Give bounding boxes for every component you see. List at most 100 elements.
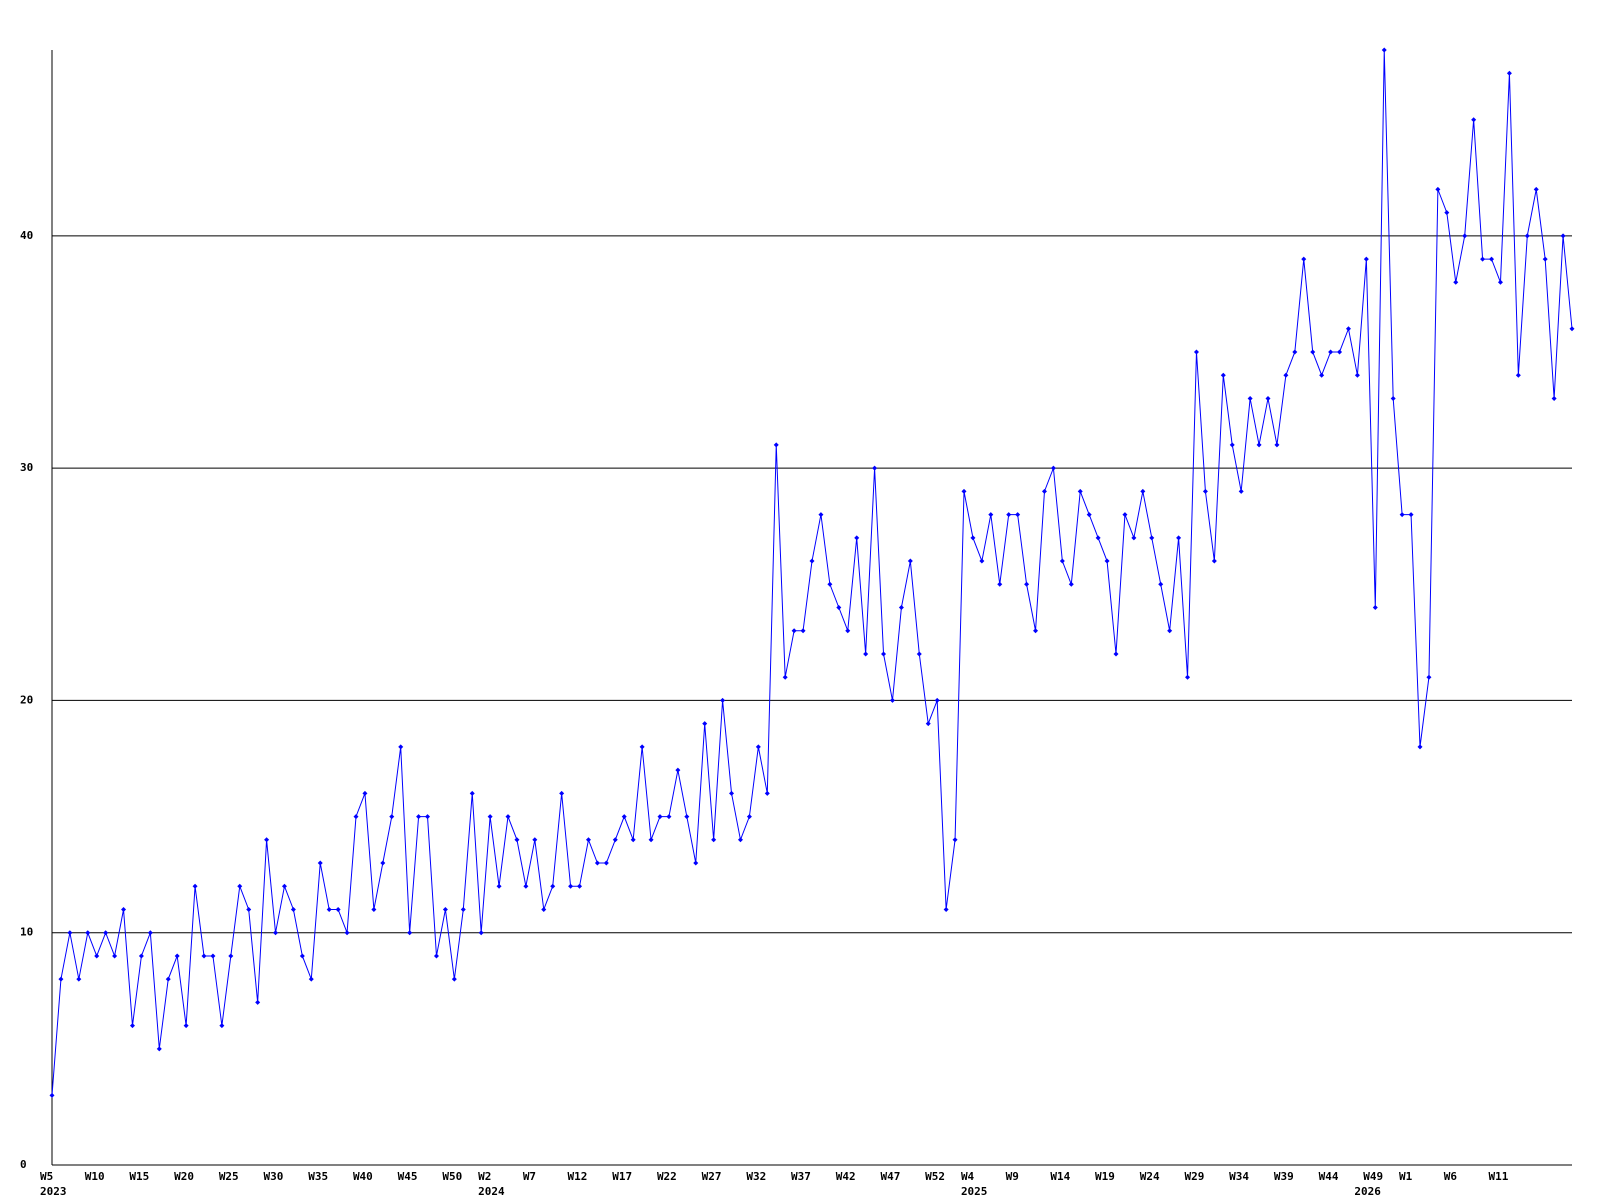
data-point: [916, 651, 922, 657]
x-tick-label: W5: [40, 1170, 53, 1183]
data-point: [1542, 256, 1548, 262]
data-point: [1122, 512, 1128, 518]
data-point: [407, 930, 413, 936]
data-point: [174, 953, 180, 959]
data-point: [603, 860, 609, 866]
data-point: [1426, 674, 1432, 680]
x-tick-label: W15: [129, 1170, 149, 1183]
data-point: [1515, 372, 1521, 378]
data-point: [1560, 233, 1566, 239]
data-point: [147, 930, 153, 936]
x-tick-label: W1: [1399, 1170, 1413, 1183]
x-tick-label: W52: [925, 1170, 945, 1183]
data-point: [666, 814, 672, 820]
data-point: [76, 976, 82, 982]
data-point: [1292, 349, 1298, 355]
y-tick-label: 10: [20, 926, 33, 939]
data-point: [1363, 256, 1369, 262]
data-point: [979, 558, 985, 564]
data-point: [1247, 395, 1253, 401]
data-point: [85, 930, 91, 936]
data-point: [165, 976, 171, 982]
x-tick-label: W19: [1095, 1170, 1115, 1183]
data-point: [782, 674, 788, 680]
data-point: [836, 605, 842, 610]
x-tick-label: W30: [264, 1170, 284, 1183]
data-point: [541, 906, 547, 912]
data-point: [129, 1023, 135, 1029]
data-point: [1086, 512, 1092, 518]
data-point: [1059, 558, 1065, 564]
data-point: [398, 744, 404, 750]
data-point: [183, 1023, 189, 1029]
data-point: [425, 814, 431, 820]
data-point: [1480, 256, 1486, 262]
data-point: [621, 814, 627, 820]
data-point: [764, 790, 770, 796]
x-tick-label: W42: [836, 1170, 856, 1183]
x-tick-label: W7: [523, 1170, 536, 1183]
data-point: [1068, 581, 1074, 587]
data-point: [889, 697, 895, 703]
data-point: [1095, 535, 1101, 541]
data-point: [308, 976, 314, 982]
data-point: [657, 814, 663, 820]
data-point: [577, 883, 583, 889]
data-point: [94, 953, 100, 959]
data-point: [210, 953, 216, 959]
data-point: [675, 767, 681, 773]
data-point: [1417, 744, 1423, 750]
data-point: [630, 837, 636, 843]
data-point: [1131, 535, 1137, 541]
data-point: [1444, 210, 1450, 216]
x-year-label: 2023: [40, 1185, 67, 1198]
y-tick-label: 20: [20, 693, 33, 706]
y-tick-label: 0: [20, 1158, 27, 1171]
data-point: [1202, 488, 1208, 494]
x-tick-label: W35: [308, 1170, 328, 1183]
x-tick-label: W27: [702, 1170, 722, 1183]
data-point: [58, 976, 64, 982]
data-point: [273, 930, 279, 936]
data-point: [496, 883, 502, 889]
data-point: [1283, 372, 1289, 378]
x-tick-label: W45: [398, 1170, 418, 1183]
data-point: [1489, 256, 1495, 262]
data-point: [201, 953, 207, 959]
data-point: [1033, 628, 1039, 634]
data-point: [559, 790, 565, 796]
data-point: [970, 535, 976, 541]
data-point: [594, 860, 600, 866]
data-point: [684, 814, 690, 820]
x-tick-label: W32: [746, 1170, 766, 1183]
data-point: [898, 605, 904, 610]
data-point: [1310, 349, 1316, 355]
x-tick-label: W29: [1184, 1170, 1204, 1183]
x-year-label: 2025: [961, 1185, 988, 1198]
data-point: [442, 906, 448, 912]
data-point: [702, 721, 708, 727]
data-point: [1140, 488, 1146, 494]
data-point: [1149, 535, 1155, 541]
x-tick-label: W20: [174, 1170, 194, 1183]
data-point: [1471, 117, 1477, 123]
data-point: [791, 628, 797, 634]
data-point: [523, 883, 529, 889]
x-tick-label: W47: [880, 1170, 900, 1183]
data-point: [1453, 279, 1459, 285]
data-point: [353, 814, 359, 820]
data-point: [612, 837, 618, 843]
data-point: [693, 860, 699, 866]
data-point: [1345, 326, 1351, 332]
data-point: [335, 906, 341, 912]
data-point: [568, 883, 574, 889]
x-tick-label: W4: [961, 1170, 975, 1183]
data-point: [854, 535, 860, 541]
data-line: [51, 49, 1573, 1096]
data-point: [934, 697, 940, 703]
x-tick-label: W50: [442, 1170, 462, 1183]
x-tick-label: W2: [478, 1170, 491, 1183]
data-point: [1050, 465, 1056, 471]
x-tick-label: W44: [1319, 1170, 1339, 1183]
